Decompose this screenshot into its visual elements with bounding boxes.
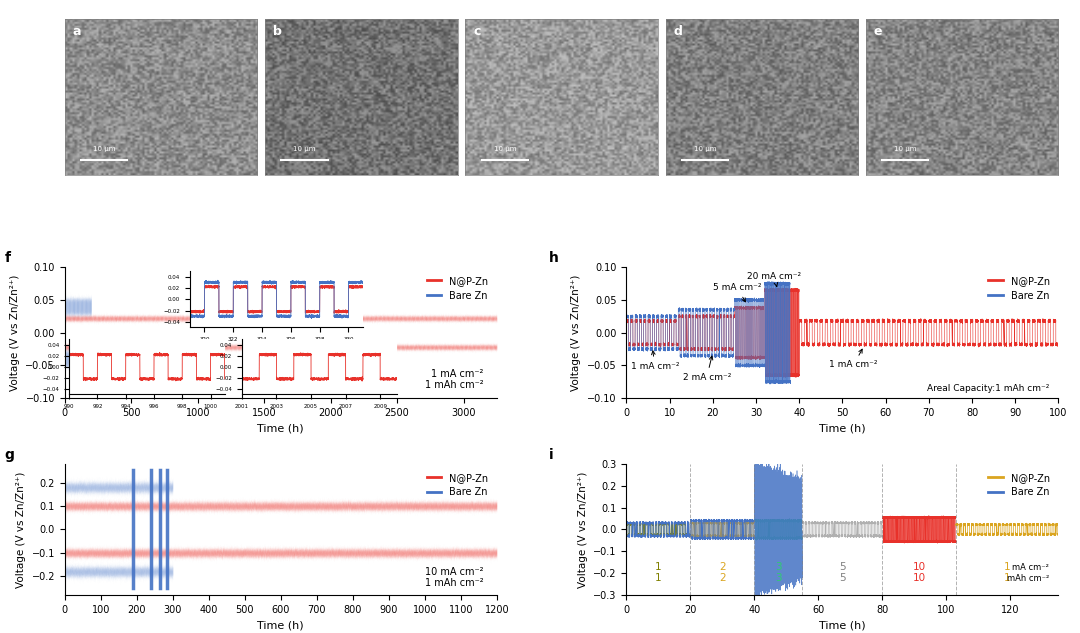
Text: 10 μm: 10 μm xyxy=(693,146,716,152)
Text: mAh cm⁻²: mAh cm⁻² xyxy=(1007,573,1049,583)
Legend: N@P-Zn, Bare Zn: N@P-Zn, Bare Zn xyxy=(984,272,1053,304)
Text: h: h xyxy=(549,251,558,265)
Text: 2: 2 xyxy=(719,573,726,583)
X-axis label: Time (h): Time (h) xyxy=(257,423,305,434)
Text: 10: 10 xyxy=(913,562,926,572)
Text: 10 μm: 10 μm xyxy=(93,146,116,152)
Text: 10 mA cm⁻²
1 mAh cm⁻²: 10 mA cm⁻² 1 mAh cm⁻² xyxy=(426,567,484,589)
Y-axis label: Voltage (V vs Zn/Zn²⁺): Voltage (V vs Zn/Zn²⁺) xyxy=(571,275,581,391)
Text: 5: 5 xyxy=(839,573,846,583)
Text: 10 μm: 10 μm xyxy=(294,146,315,152)
Text: b: b xyxy=(273,25,282,38)
Text: 10 μm: 10 μm xyxy=(494,146,516,152)
Text: a: a xyxy=(72,25,81,38)
Text: 5 mA cm⁻²: 5 mA cm⁻² xyxy=(713,283,761,302)
X-axis label: Time (h): Time (h) xyxy=(819,423,866,434)
Text: 3: 3 xyxy=(775,562,782,572)
Y-axis label: Voltage (V vs Zn/Zn²⁺): Voltage (V vs Zn/Zn²⁺) xyxy=(578,471,588,587)
Text: 1 mA cm⁻²: 1 mA cm⁻² xyxy=(631,351,679,371)
Text: Areal Capacity:1 mAh cm⁻²: Areal Capacity:1 mAh cm⁻² xyxy=(928,384,1050,393)
Text: 1: 1 xyxy=(1004,573,1011,583)
Text: 10: 10 xyxy=(913,573,926,583)
Text: 20 mA cm⁻²: 20 mA cm⁻² xyxy=(747,272,801,287)
Text: d: d xyxy=(673,25,683,38)
Text: e: e xyxy=(874,25,882,38)
Legend: N@P-Zn, Bare Zn: N@P-Zn, Bare Zn xyxy=(422,468,491,501)
Text: 1 mA cm⁻²
1 mAh cm⁻²: 1 mA cm⁻² 1 mAh cm⁻² xyxy=(426,369,484,391)
Y-axis label: Voltage (V vs Zn/Zn²⁺): Voltage (V vs Zn/Zn²⁺) xyxy=(10,275,19,391)
X-axis label: Time (h): Time (h) xyxy=(257,620,305,630)
Legend: N@P-Zn, Bare Zn: N@P-Zn, Bare Zn xyxy=(984,468,1053,501)
Text: 2: 2 xyxy=(719,562,726,572)
Y-axis label: Voltage (V vs Zn/Zn²⁺): Voltage (V vs Zn/Zn²⁺) xyxy=(16,471,26,587)
Text: i: i xyxy=(549,448,553,461)
Text: 1: 1 xyxy=(1004,562,1011,572)
Text: 10 μm: 10 μm xyxy=(894,146,917,152)
Text: 5: 5 xyxy=(839,562,846,572)
Text: c: c xyxy=(473,25,481,38)
Text: g: g xyxy=(4,448,14,461)
Text: 3: 3 xyxy=(775,573,782,583)
Text: f: f xyxy=(4,251,11,265)
Text: 1: 1 xyxy=(656,562,662,572)
Text: 1: 1 xyxy=(656,573,662,583)
Text: 2 mA cm⁻²: 2 mA cm⁻² xyxy=(683,356,731,382)
Text: mA cm⁻²: mA cm⁻² xyxy=(1012,563,1049,572)
X-axis label: Time (h): Time (h) xyxy=(819,620,866,630)
Legend: N@P-Zn, Bare Zn: N@P-Zn, Bare Zn xyxy=(422,272,491,304)
Text: 1 mA cm⁻²: 1 mA cm⁻² xyxy=(829,349,878,370)
